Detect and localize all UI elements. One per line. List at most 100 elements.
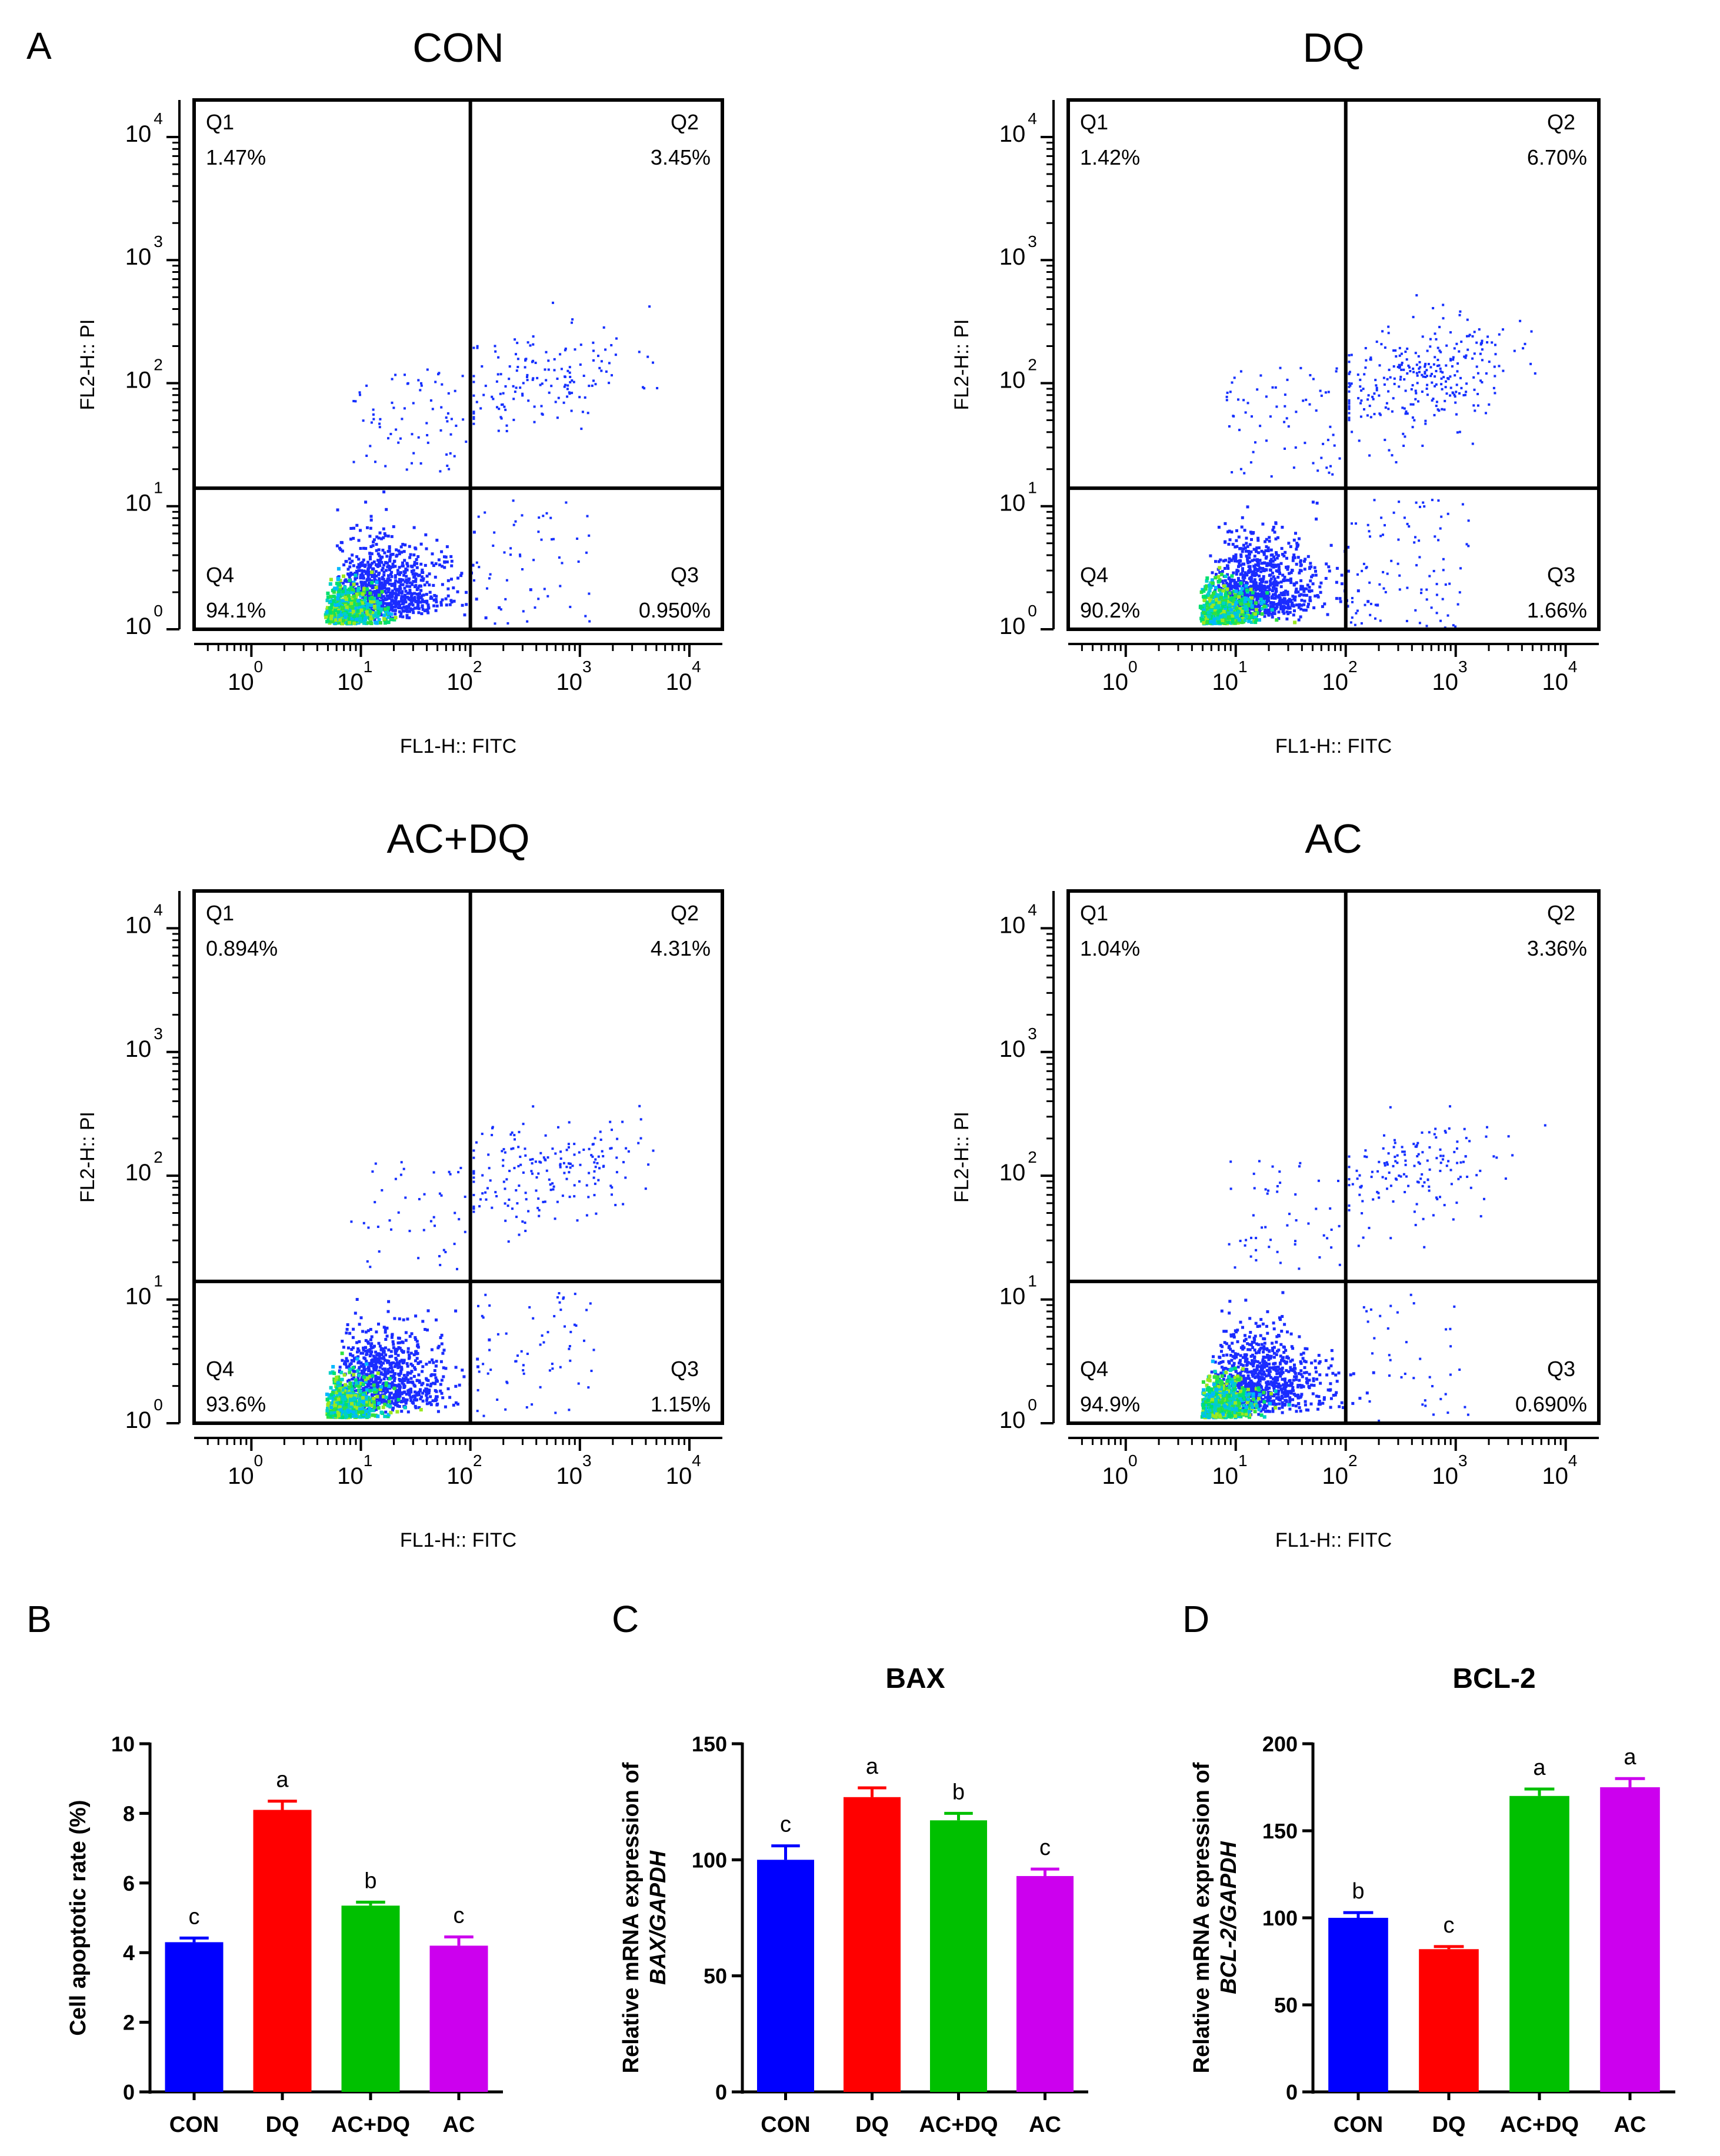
event-dot	[596, 1162, 599, 1164]
event-dot	[1418, 371, 1421, 373]
event-dot	[1249, 576, 1252, 579]
event-dot	[1355, 522, 1357, 525]
event-dot	[350, 1220, 353, 1223]
event-dot	[378, 1366, 382, 1369]
event-dot	[1271, 563, 1275, 566]
event-dot	[1285, 618, 1289, 620]
event-dot	[386, 574, 390, 578]
event-dot	[1302, 587, 1305, 590]
tick-base: 10	[228, 669, 254, 695]
event-dot	[1223, 614, 1227, 618]
event-dot	[568, 1196, 571, 1199]
tick-base: 10	[999, 244, 1026, 270]
event-dot	[1282, 599, 1286, 602]
event-dot	[1398, 588, 1401, 591]
event-dot	[338, 579, 342, 583]
event-dot	[412, 526, 416, 529]
event-dot	[1452, 624, 1455, 627]
flow-title: CON	[412, 25, 504, 71]
event-dot	[411, 603, 415, 607]
event-dot	[526, 620, 529, 623]
event-dot	[1409, 370, 1412, 372]
event-dot	[1382, 570, 1385, 573]
event-dot	[1259, 425, 1262, 428]
event-dot	[1405, 620, 1408, 622]
event-dot	[1269, 582, 1272, 585]
event-dot	[365, 384, 368, 387]
event-dot	[1234, 594, 1238, 598]
event-dot	[438, 563, 441, 567]
event-dot	[376, 559, 379, 562]
event-dot	[369, 1328, 372, 1331]
event-dot	[419, 579, 423, 582]
event-dot	[1257, 546, 1261, 549]
event-dot	[351, 573, 354, 576]
x-tick-label: 100	[1102, 658, 1138, 695]
event-dot	[1479, 352, 1482, 355]
event-dot	[350, 621, 354, 625]
event-dot	[1409, 403, 1412, 406]
event-dot	[388, 596, 391, 600]
tick-base: 10	[999, 490, 1026, 516]
event-dot	[365, 570, 369, 573]
event-dot	[546, 1156, 549, 1159]
event-dot	[1222, 601, 1226, 605]
event-dot	[1252, 565, 1255, 568]
event-dot	[419, 562, 423, 566]
event-dot	[512, 1147, 515, 1150]
tick-exponent: 2	[154, 355, 163, 373]
quadrant-percent-q4: 94.1%	[206, 598, 266, 622]
event-dot	[428, 1360, 431, 1364]
event-dot	[527, 1210, 530, 1213]
event-dot	[1226, 564, 1229, 568]
event-dot	[1254, 567, 1257, 570]
event-dot	[1218, 588, 1222, 592]
event-dot	[1262, 604, 1266, 608]
event-dot	[394, 592, 397, 595]
event-dot	[421, 1320, 425, 1323]
event-dot	[1272, 565, 1275, 569]
event-dot	[1315, 409, 1318, 412]
event-dot	[569, 376, 572, 378]
event-dot	[568, 371, 571, 374]
event-dot	[355, 587, 358, 590]
event-dot	[625, 1147, 628, 1150]
event-dot	[380, 560, 384, 564]
event-dot	[432, 1171, 435, 1174]
event-dot	[1374, 379, 1377, 382]
event-dot	[1394, 349, 1397, 352]
event-dot	[375, 611, 378, 615]
y-tick-label: 102	[999, 355, 1037, 393]
event-dot	[568, 392, 571, 395]
event-dot	[1292, 538, 1296, 542]
event-dot	[529, 344, 532, 347]
event-dot	[1269, 602, 1272, 605]
event-dot	[408, 616, 411, 619]
event-dot	[1312, 462, 1315, 465]
event-dot	[1362, 562, 1365, 565]
event-dot	[421, 600, 424, 603]
event-dot	[366, 595, 370, 598]
event-dot	[1283, 593, 1286, 596]
event-dot	[413, 563, 416, 567]
event-dot	[1308, 403, 1311, 406]
event-dot	[584, 615, 587, 618]
event-dot	[401, 615, 405, 619]
event-dot	[1436, 359, 1439, 361]
event-dot	[360, 601, 364, 605]
event-dot	[1486, 335, 1489, 338]
event-dot	[378, 601, 382, 605]
event-dot	[366, 568, 369, 572]
event-dot	[1288, 600, 1291, 603]
event-dot	[429, 1395, 432, 1399]
event-dot	[450, 578, 453, 581]
event-dot	[1476, 372, 1479, 375]
event-dot	[1466, 348, 1469, 351]
event-dot	[378, 422, 381, 425]
event-dot	[544, 1159, 547, 1162]
event-dot	[1388, 449, 1391, 452]
event-dot	[444, 1367, 448, 1370]
event-dot	[435, 595, 438, 598]
event-dot	[374, 578, 377, 582]
event-dot	[1435, 383, 1438, 386]
